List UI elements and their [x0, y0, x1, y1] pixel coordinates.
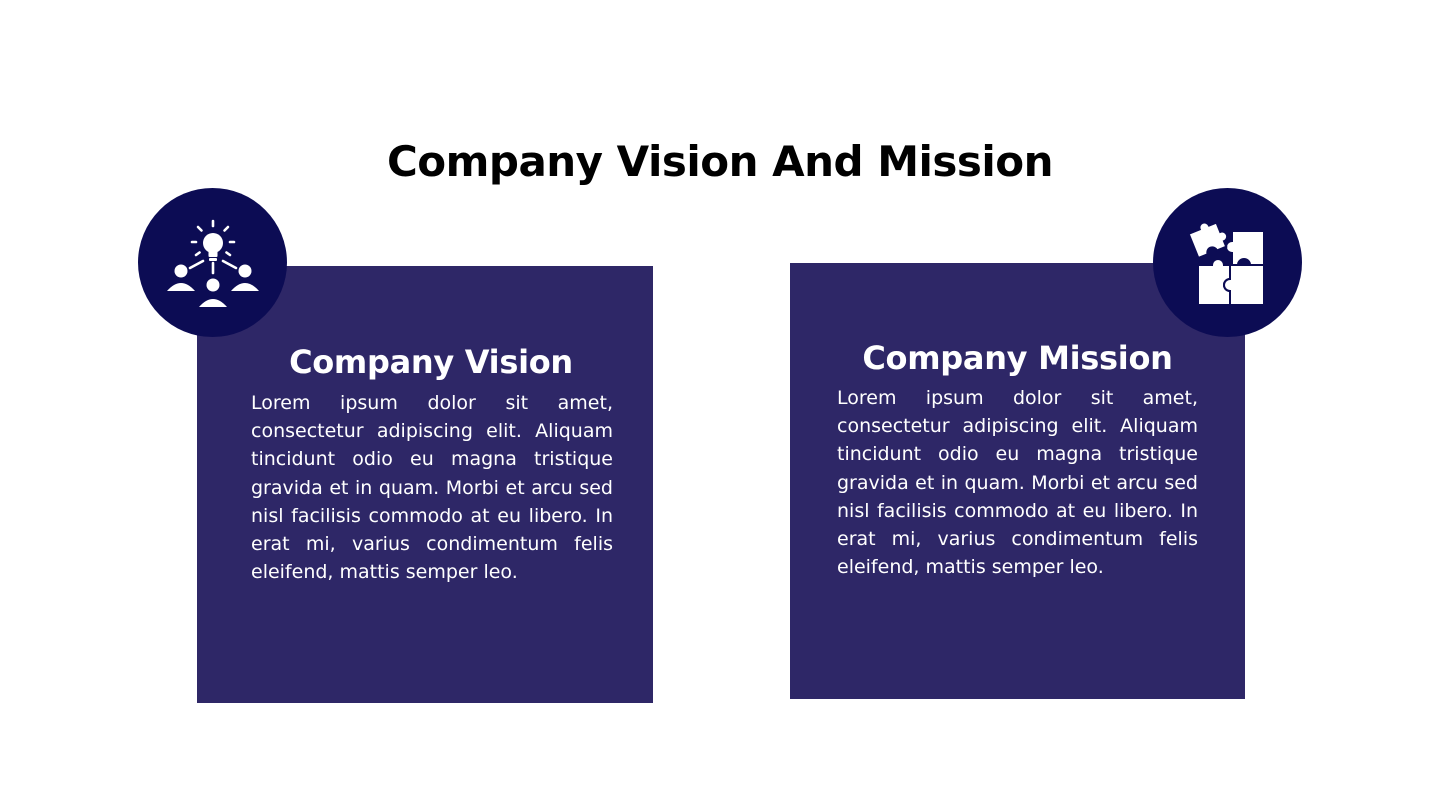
- mission-heading: Company Mission: [862, 339, 1173, 377]
- slide-title: Company Vision And Mission: [386, 137, 1054, 186]
- puzzle-icon: [1186, 220, 1265, 306]
- mission-card: Company Mission Lorem ipsum dolor sit am…: [790, 263, 1245, 699]
- mission-badge: [1153, 188, 1302, 337]
- vision-card: Company Vision Lorem ipsum dolor sit ame…: [197, 266, 653, 703]
- vision-heading: Company Vision: [289, 343, 573, 381]
- mission-body: Lorem ipsum dolor sit amet, consectetur …: [837, 387, 1198, 579]
- vision-body: Lorem ipsum dolor sit amet, consectetur …: [251, 392, 613, 584]
- vision-badge: [138, 188, 287, 337]
- idea-team-icon: [166, 219, 259, 307]
